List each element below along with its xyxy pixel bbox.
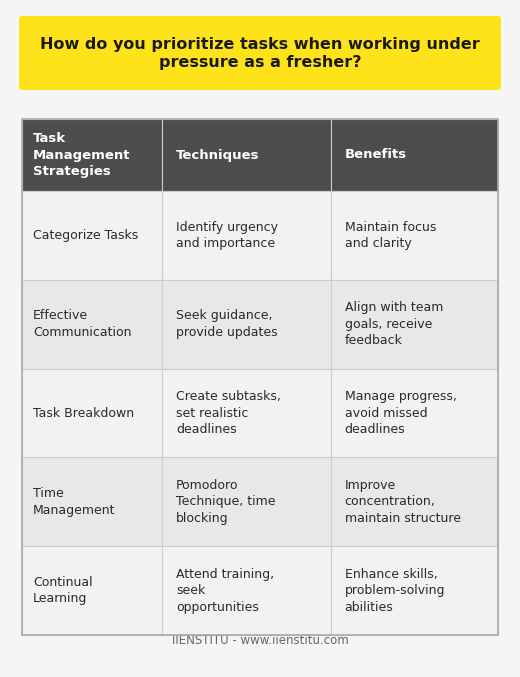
Bar	[162, 191, 331, 280]
Text: Enhance skills,
problem-solving
abilities: Enhance skills, problem-solving abilitie…	[345, 567, 445, 613]
Text: Create subtasks,
set realistic
deadlines: Create subtasks, set realistic deadlines	[176, 390, 281, 436]
Text: Maintain focus
and clarity: Maintain focus and clarity	[345, 221, 436, 250]
Text: Manage progress,
avoid missed
deadlines: Manage progress, avoid missed deadlines	[345, 390, 457, 436]
Bar	[331, 280, 498, 368]
FancyBboxPatch shape	[19, 16, 501, 90]
Text: Seek guidance,
provide updates: Seek guidance, provide updates	[176, 309, 278, 339]
Bar	[331, 368, 498, 458]
Bar	[331, 546, 498, 635]
Bar	[162, 368, 331, 458]
Bar	[22, 280, 162, 368]
Text: IIENSTITU - www.iienstitu.com: IIENSTITU - www.iienstitu.com	[172, 634, 348, 647]
Bar	[22, 546, 162, 635]
Bar	[162, 280, 331, 368]
Text: Effective
Communication: Effective Communication	[33, 309, 132, 339]
Bar	[22, 458, 162, 546]
Bar	[162, 458, 331, 546]
Text: Improve
concentration,
maintain structure: Improve concentration, maintain structur…	[345, 479, 461, 525]
Text: Continual
Learning: Continual Learning	[33, 576, 93, 605]
Text: Align with team
goals, receive
feedback: Align with team goals, receive feedback	[345, 301, 443, 347]
Text: Identify urgency
and importance: Identify urgency and importance	[176, 221, 278, 250]
Text: Task Breakdown: Task Breakdown	[33, 406, 134, 420]
Text: Techniques: Techniques	[176, 148, 259, 162]
Bar	[331, 119, 498, 191]
Bar	[22, 119, 162, 191]
Bar	[331, 458, 498, 546]
Text: Task
Management
Strategies: Task Management Strategies	[33, 132, 131, 178]
Text: Pomodoro
Technique, time
blocking: Pomodoro Technique, time blocking	[176, 479, 276, 525]
Bar	[22, 368, 162, 458]
Bar	[162, 546, 331, 635]
Text: Categorize Tasks: Categorize Tasks	[33, 229, 138, 242]
Bar	[162, 119, 331, 191]
Text: How do you prioritize tasks when working under: How do you prioritize tasks when working…	[40, 37, 480, 53]
Text: Benefits: Benefits	[345, 148, 407, 162]
Bar	[331, 191, 498, 280]
Bar	[22, 119, 498, 635]
Text: Time
Management: Time Management	[33, 487, 116, 517]
Bar	[22, 191, 162, 280]
Text: pressure as a fresher?: pressure as a fresher?	[159, 56, 361, 70]
Text: Attend training,
seek
opportunities: Attend training, seek opportunities	[176, 567, 274, 613]
